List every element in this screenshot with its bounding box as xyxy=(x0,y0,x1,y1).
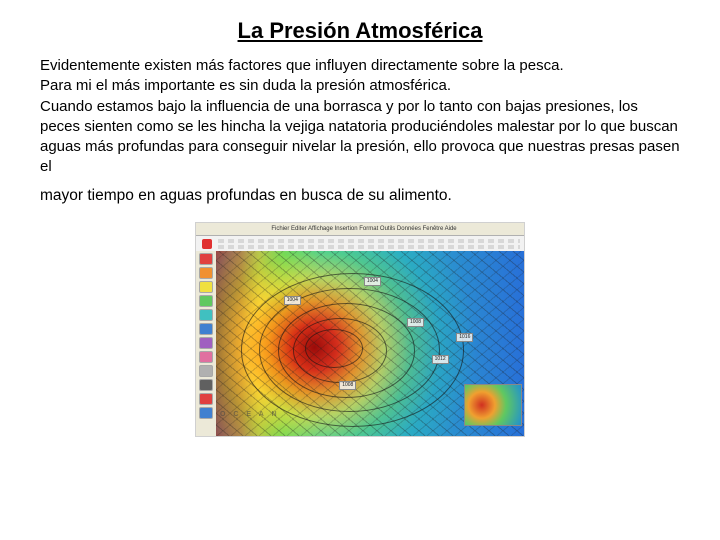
isobar-label: 1008 xyxy=(339,381,356,390)
tool-icon xyxy=(199,253,213,265)
isobar-ring xyxy=(305,329,362,368)
tool-icon xyxy=(199,323,213,335)
app-menubar: Fichier Editer Affichage Insertion Forma… xyxy=(196,223,525,236)
isobar-label: 1008 xyxy=(407,318,424,327)
tool-icon xyxy=(199,365,213,377)
isobar-label: 1016 xyxy=(456,333,473,342)
last-paragraph-line: mayor tiempo en aguas profundas en busca… xyxy=(40,184,680,209)
ocean-label: O C E A N xyxy=(220,411,280,418)
tool-palette xyxy=(196,251,217,436)
pressure-map-figure: Fichier Editer Affichage Insertion Forma… xyxy=(195,222,525,437)
toolbar-buttons xyxy=(218,238,520,250)
main-paragraph: Evidentemente existen más factores que i… xyxy=(40,56,680,178)
tool-icon xyxy=(199,407,213,419)
tool-icon xyxy=(199,309,213,321)
tool-icon xyxy=(199,393,213,405)
isobar-label: 1012 xyxy=(432,355,449,364)
inset-minimap xyxy=(464,384,522,426)
tool-icon xyxy=(199,267,213,279)
tool-icon xyxy=(199,351,213,363)
pressure-gradient-map: O C E A N 1004 1004 1008 1008 1012 1016 xyxy=(216,251,524,436)
tool-icon xyxy=(199,281,213,293)
tool-icon xyxy=(199,337,213,349)
tool-icon xyxy=(199,379,213,391)
isobar-label: 1004 xyxy=(284,296,301,305)
record-icon xyxy=(202,239,212,249)
tool-icon xyxy=(199,295,213,307)
page-title: La Presión Atmosférica xyxy=(40,18,680,44)
isobar-label: 1004 xyxy=(364,277,381,286)
